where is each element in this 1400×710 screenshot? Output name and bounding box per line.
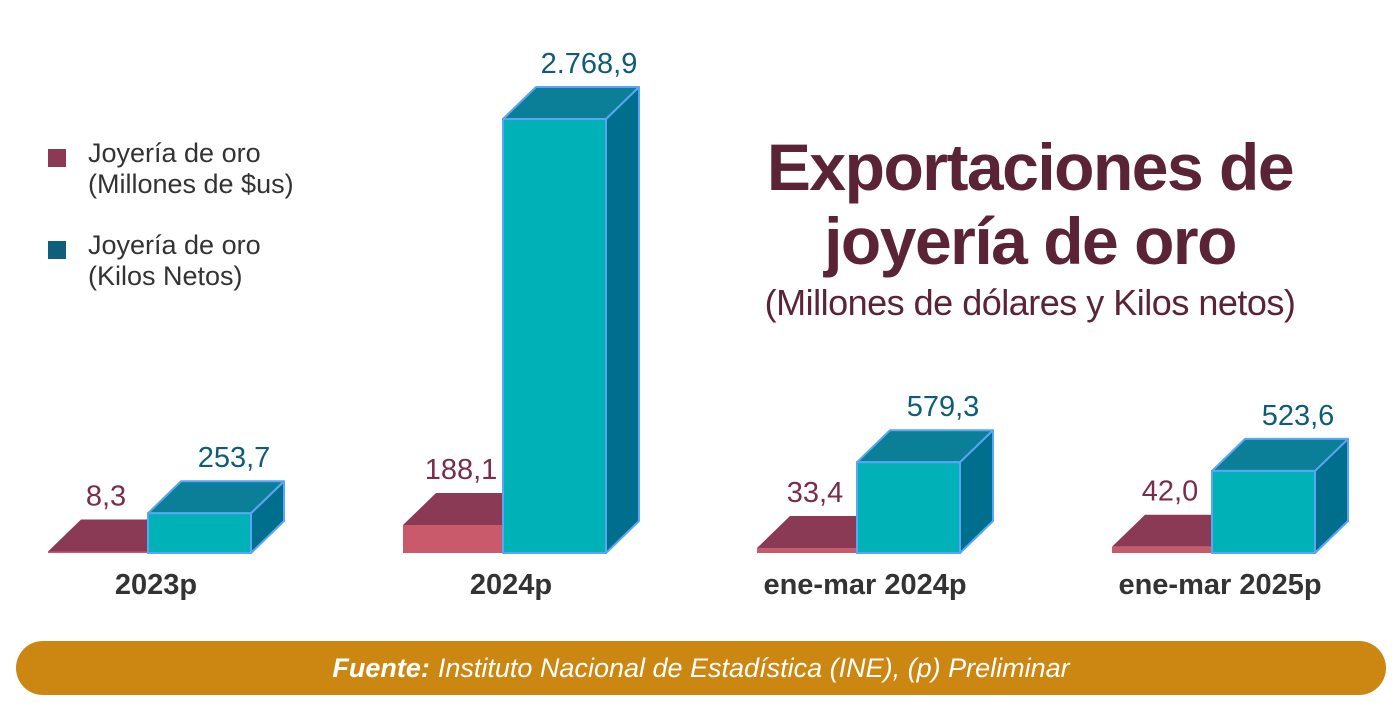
bar-usd-ene-mar-2025p <box>1112 546 1212 553</box>
category-label-ene-mar-2024p: ene-mar 2024p <box>763 569 966 601</box>
label-usd-ene-mar-2024p: 33,4 <box>787 477 843 509</box>
bar-usd-ene-mar-2024p <box>757 548 857 553</box>
title-block: Exportaciones de joyería de oro (Millone… <box>690 130 1370 324</box>
label-kg-2024p: 2.768,9 <box>541 48 638 80</box>
legend-swatch-kg <box>48 241 66 259</box>
source-label: Fuente: <box>332 652 430 683</box>
label-usd-2024p: 188,1 <box>425 454 498 486</box>
legend-label-usd-line2: (Millones de $us) <box>88 169 294 199</box>
legend-label-usd-line1: Joyería de oro <box>88 138 261 168</box>
source-bar: Fuente: Instituto Nacional de Estadístic… <box>16 641 1386 695</box>
category-label-2023p: 2023p <box>115 569 197 601</box>
labels-group: 8,3 253,7 2023p 188,1 2.768,9 2024p 33,4 579,3 e… <box>86 48 1334 601</box>
legend-item-kg: Joyería de oro (Kilos Netos) <box>48 230 368 292</box>
chart-subtitle: (Millones de dólares y Kilos netos) <box>764 282 1296 323</box>
label-usd-2023p: 8,3 <box>86 481 126 513</box>
bar-kg-ene-mar-2025p <box>1211 469 1316 555</box>
legend-item-usd: Joyería de oro (Millones de $us) <box>48 138 368 200</box>
bar-usd-2023p <box>48 551 148 553</box>
bars-group <box>48 86 1349 555</box>
label-kg-ene-mar-2025p: 523,6 <box>1262 400 1335 432</box>
bar-kg-ene-mar-2024p <box>856 461 961 555</box>
bar-kg-2023p <box>147 512 252 554</box>
legend: Joyería de oro (Millones de $us) Joyería… <box>48 138 368 322</box>
bar-kg-side-2024p <box>605 86 640 554</box>
category-label-2024p: 2024p <box>470 569 552 601</box>
source-text: Instituto Nacional de Estadística (INE),… <box>437 652 1070 683</box>
label-usd-ene-mar-2025p: 42,0 <box>1142 476 1198 508</box>
chart-title: Exportaciones de joyería de oro <box>766 130 1295 278</box>
category-label-ene-mar-2025p: ene-mar 2025p <box>1118 569 1321 601</box>
label-kg-2023p: 253,7 <box>198 442 271 474</box>
label-kg-ene-mar-2024p: 579,3 <box>907 391 980 423</box>
bar-usd-2024p <box>403 525 503 553</box>
bar-kg-2024p <box>502 118 607 554</box>
legend-swatch-usd <box>48 149 66 167</box>
legend-label-kg-line2: (Kilos Netos) <box>88 261 243 291</box>
legend-label-kg-line1: Joyería de oro <box>88 230 261 260</box>
